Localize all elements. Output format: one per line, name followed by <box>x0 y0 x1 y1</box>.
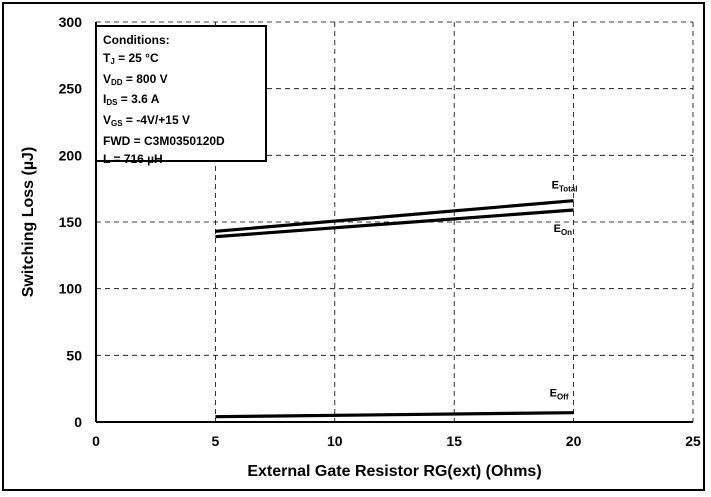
series-line-total <box>215 199 574 233</box>
condition-line: TJ = 25 °C <box>103 50 159 66</box>
conditions-box: Conditions: TJ = 25 °C VDD = 800 V IDS = 3.… <box>95 25 267 166</box>
series-labels: ETotal EOn EOff <box>550 180 578 402</box>
x-tick-label: 10 <box>327 433 343 449</box>
x-tick-label: 5 <box>212 433 220 449</box>
x-tick-label: 0 <box>92 433 100 449</box>
y-tick-label: 50 <box>66 347 82 363</box>
y-tick-label: 0 <box>74 414 82 430</box>
condition-line: Conditions: <box>103 33 170 47</box>
y-tick-label: 150 <box>59 214 83 230</box>
x-axis-title: External Gate Resistor RG(ext) (Ohms) <box>247 463 541 480</box>
y-axis-title: Switching Loss (µJ) <box>20 147 37 298</box>
condition-line: FWD = C3M0350120D <box>103 133 225 148</box>
series-label: EOff <box>550 388 569 402</box>
series-lines <box>215 199 574 419</box>
y-tick-label: 250 <box>59 81 83 97</box>
x-tick-label: 25 <box>685 433 701 449</box>
condition-line: VGS = -4V/+15 V <box>103 113 190 129</box>
x-tick-label: 20 <box>566 433 582 449</box>
series-label: EOn <box>554 223 573 237</box>
y-tick-label: 100 <box>59 281 83 297</box>
condition-line: VDD = 800 V <box>103 71 168 87</box>
chart-frame <box>2 2 705 491</box>
y-tick-label: 200 <box>59 147 83 163</box>
series-label: ETotal <box>552 180 578 194</box>
x-tick-label: 15 <box>446 433 462 449</box>
y-tick-label: 300 <box>59 14 83 30</box>
condition-line: IDS = 3.6 A <box>103 92 160 108</box>
series-line-off <box>215 411 574 419</box>
series-line-on <box>215 208 574 239</box>
condition-line: L = 716 µH <box>103 151 163 166</box>
